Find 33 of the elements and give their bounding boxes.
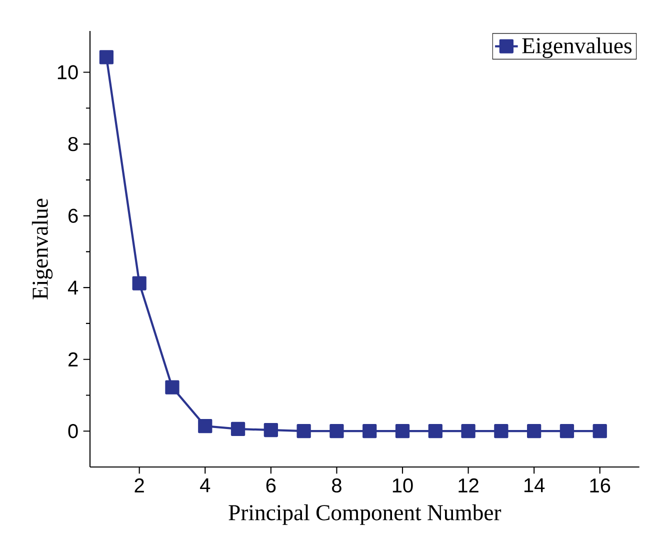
point xyxy=(527,424,542,438)
y-tick-label: 2 xyxy=(68,352,78,366)
y-tick-label: 10 xyxy=(58,65,78,80)
point xyxy=(99,50,114,64)
point xyxy=(296,424,311,438)
x-tick-label: 10 xyxy=(392,478,413,493)
point xyxy=(560,424,574,438)
point xyxy=(132,276,146,290)
x-tick-label: 16 xyxy=(590,478,610,493)
point xyxy=(198,419,212,434)
y-tick-label: 6 xyxy=(68,208,78,223)
point xyxy=(330,424,344,438)
point xyxy=(230,422,246,436)
x-tick-label: 2 xyxy=(134,478,144,492)
x-tick-label: 14 xyxy=(524,478,545,492)
point xyxy=(592,424,607,438)
point xyxy=(264,422,278,438)
point xyxy=(362,424,377,438)
x-tick-label: 12 xyxy=(458,478,478,492)
y-tick-label: 4 xyxy=(68,280,78,294)
point xyxy=(428,424,442,438)
y-tick-label: 8 xyxy=(68,136,78,152)
point xyxy=(494,424,508,438)
legend-label: Eigenvalues xyxy=(522,37,632,58)
y-tick-label: 0 xyxy=(68,424,78,438)
x-tick-label: 8 xyxy=(332,478,342,493)
x-tick-label: 4 xyxy=(200,478,210,492)
y-axis-title: Eigenvalue xyxy=(32,198,53,300)
point xyxy=(395,424,410,438)
x-tick-label: 6 xyxy=(266,478,276,493)
x-axis-title: Principal Component Number xyxy=(228,504,502,525)
point xyxy=(165,380,180,394)
point xyxy=(461,424,476,438)
